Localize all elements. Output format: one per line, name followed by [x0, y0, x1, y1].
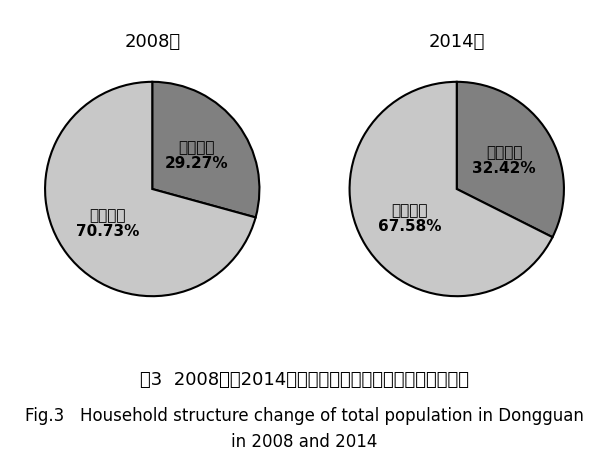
Wedge shape: [152, 82, 259, 217]
Text: 67.58%: 67.58%: [378, 219, 441, 234]
Wedge shape: [457, 82, 564, 237]
Text: 图3  2008年、2014年东蔕社保局登记人口的户籍结构变化: 图3 2008年、2014年东蔕社保局登记人口的户籍结构变化: [140, 371, 469, 389]
Text: 户籍人口: 户籍人口: [486, 145, 523, 160]
Text: Fig.3   Household structure change of total population in Dongguan: Fig.3 Household structure change of tota…: [25, 407, 584, 425]
Text: 32.42%: 32.42%: [473, 161, 536, 176]
Text: 外来人口: 外来人口: [391, 203, 428, 218]
Text: 外来人口: 外来人口: [90, 208, 126, 223]
Wedge shape: [350, 82, 552, 296]
Title: 2008年: 2008年: [124, 33, 180, 51]
Wedge shape: [45, 82, 256, 296]
Title: 2014年: 2014年: [429, 33, 485, 51]
Text: in 2008 and 2014: in 2008 and 2014: [231, 433, 378, 450]
Text: 户籍人口: 户籍人口: [178, 140, 215, 155]
Text: 70.73%: 70.73%: [76, 224, 139, 239]
Text: 29.27%: 29.27%: [165, 156, 228, 171]
